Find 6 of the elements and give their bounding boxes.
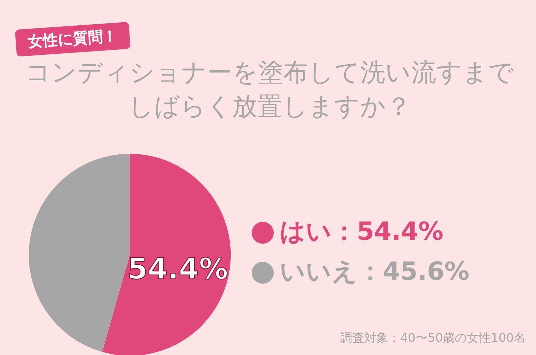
data-label: 54.4% bbox=[128, 252, 228, 286]
chart-title: コンディショナーを塗布して洗い流すまでしばらく放置しますか？ bbox=[24, 57, 516, 123]
chart-subtitle: 女性に質問！ bbox=[15, 22, 131, 57]
text: 調査対象：40〜50歳の女性100名 bbox=[340, 330, 526, 347]
legend-label: いいえ：45.6% bbox=[279, 256, 470, 288]
legend-label: はい：54.4% bbox=[279, 216, 445, 248]
